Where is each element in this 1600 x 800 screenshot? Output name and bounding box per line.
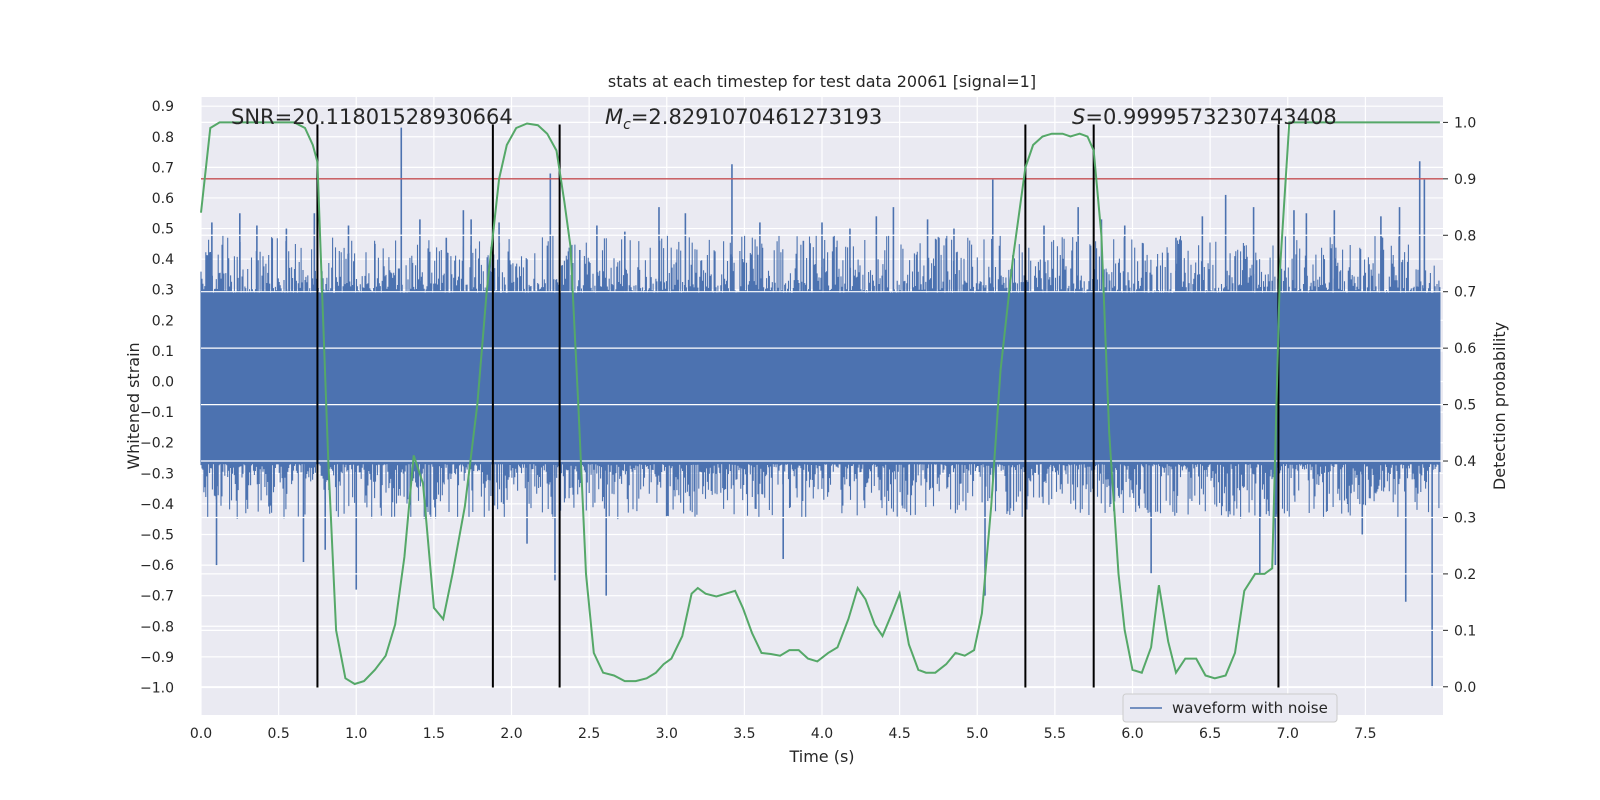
x-tick-label: 6.5 xyxy=(1199,726,1221,742)
x-tick-label: 5.5 xyxy=(1044,726,1066,742)
legend-box xyxy=(1122,693,1338,723)
x-tick-label: 1.5 xyxy=(423,726,445,742)
legend: waveform with noise xyxy=(1122,693,1338,723)
y-tick-label-left: 0.5 xyxy=(152,222,174,238)
x-tick-label: 1.0 xyxy=(345,726,367,742)
y-tick-label-left: 0.9 xyxy=(152,99,174,115)
y-tick-label-left: 0.3 xyxy=(152,283,174,299)
detection-probability-group xyxy=(200,121,1440,686)
x-tick-label: 5.0 xyxy=(966,726,988,742)
score-value: =0.9999573230743408 xyxy=(1085,105,1336,129)
y-tick-label-left: −1.0 xyxy=(140,680,174,696)
tick-labels: 0.0 0.5 1.0 1.5 2.0 2.5 3.0 3.5 4.0 4.5 5.0 5.5 6.0 6… xyxy=(140,99,1476,742)
legend-label: waveform with noise xyxy=(1172,699,1328,717)
y-tick-label-left: −0.2 xyxy=(140,436,174,452)
x-tick-label: 4.0 xyxy=(811,726,833,742)
x-tick-label: 2.0 xyxy=(500,726,522,742)
y-tick-label-left: 0.1 xyxy=(152,344,174,360)
y-tick-label-right: 0.5 xyxy=(1454,398,1476,414)
y-tick-label-left: 0.0 xyxy=(152,375,174,391)
x-tick-label: 7.0 xyxy=(1277,726,1299,742)
y-tick-label-left: 0.8 xyxy=(152,130,174,146)
y-tick-label-left: −0.7 xyxy=(140,589,174,605)
y-tick-label-left: −0.8 xyxy=(140,619,174,635)
y-tick-label-left: −0.9 xyxy=(140,650,174,666)
chirp-mass-subscript: c xyxy=(623,117,631,133)
y-tick-label-right: 0.0 xyxy=(1454,680,1476,696)
x-tick-label: 3.5 xyxy=(733,726,755,742)
chirp-mass-annotation: Mc=2.8291070461273193 xyxy=(605,105,882,133)
x-tick-label: 3.0 xyxy=(656,726,678,742)
y-tick-label-left: −0.6 xyxy=(140,558,174,574)
vertical-markers xyxy=(316,124,1280,688)
x-tick-label: 0.0 xyxy=(190,726,212,742)
x-tick-label: 4.5 xyxy=(888,726,910,742)
y-tick-label-left: 0.6 xyxy=(152,191,174,207)
y-tick-label-right: 0.1 xyxy=(1454,623,1476,639)
y-tick-label-right: 0.7 xyxy=(1454,285,1476,301)
score-symbol: S xyxy=(1072,105,1085,129)
y-tick-label-right: 0.9 xyxy=(1454,172,1476,188)
waveform-core-band xyxy=(201,292,1440,465)
chirp-mass-symbol: M xyxy=(605,105,623,129)
y-tick-label-right: 1.0 xyxy=(1454,115,1476,131)
y-tick-label-left: −0.4 xyxy=(140,497,174,513)
waveform-series xyxy=(200,127,1441,688)
y-tick-label-right: 0.4 xyxy=(1454,454,1476,470)
y-tick-label-left: 0.4 xyxy=(152,252,174,268)
y-tick-label-right: 0.3 xyxy=(1454,510,1476,526)
detection-probability-line xyxy=(200,121,1440,686)
grid-overlay xyxy=(201,121,1443,688)
x-tick-label: 7.5 xyxy=(1354,726,1376,742)
snr-annotation: SNR=20.11801528930664 xyxy=(231,105,513,129)
y-tick-label-right: 0.2 xyxy=(1454,567,1476,583)
x-tick-label: 2.5 xyxy=(578,726,600,742)
x-axis-label: Time (s) xyxy=(788,747,854,766)
y-axis-label-left: Whitened strain xyxy=(124,342,143,469)
y-tick-label-left: 0.7 xyxy=(152,160,174,176)
y-tick-label-right: 0.6 xyxy=(1454,341,1476,357)
x-tick-label: 6.0 xyxy=(1121,726,1143,742)
y-tick-label-left: −0.5 xyxy=(140,527,174,543)
y-tick-label-left: −0.1 xyxy=(140,405,174,421)
y-tick-label-right: 0.8 xyxy=(1454,228,1476,244)
chart-title: stats at each timestep for test data 200… xyxy=(608,72,1036,91)
y-axis-label-right: Detection probability xyxy=(1490,322,1509,490)
y-tick-label-left: 0.2 xyxy=(152,313,174,329)
x-tick-label: 0.5 xyxy=(267,726,289,742)
y-tick-label-left: −0.3 xyxy=(140,466,174,482)
score-annotation: S=0.9999573230743408 xyxy=(1072,105,1337,129)
chirp-mass-value: =2.8291070461273193 xyxy=(631,105,882,129)
